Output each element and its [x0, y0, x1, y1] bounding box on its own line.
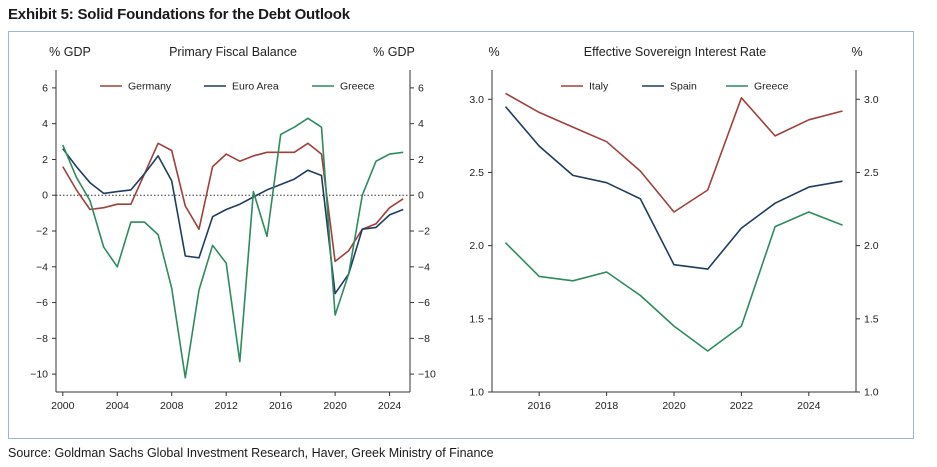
x-tick-label: 2004 — [106, 400, 130, 412]
y-tick-label-right: −2 — [418, 226, 430, 238]
legend-label: Italy — [589, 81, 609, 93]
y-tick-label-right: 4 — [418, 118, 424, 130]
series-line-euro-area — [62, 148, 404, 295]
legend-label: Euro Area — [232, 81, 279, 93]
series-line-italy — [505, 92, 843, 213]
chart-title: Primary Fiscal Balance — [169, 45, 297, 59]
x-tick-label: 2020 — [662, 400, 686, 412]
y-tick-label-right: 2.5 — [864, 167, 879, 179]
legend-label: Greece — [340, 81, 375, 93]
x-tick-label: 2016 — [528, 400, 552, 412]
y-tick-label-right: −8 — [418, 333, 430, 345]
y-unit-left: % — [488, 45, 499, 59]
y-tick-label-left: −10 — [30, 369, 48, 381]
y-tick-label-left: 1.0 — [469, 387, 484, 399]
y-tick-label-right: 2 — [418, 154, 424, 166]
x-tick-label: 2024 — [378, 400, 402, 412]
y-tick-label-right: 1.5 — [864, 313, 879, 325]
y-tick-label-left: 3.0 — [469, 94, 484, 106]
x-tick-label: 2012 — [215, 400, 239, 412]
y-unit-left: % GDP — [49, 45, 91, 59]
x-tick-label: 2008 — [160, 400, 184, 412]
y-tick-label-left: 2.0 — [469, 240, 484, 252]
chart-panel-2: Effective Sovereign Interest Rate% % 3.0 3.… — [469, 45, 878, 412]
y-tick-label-left: −4 — [36, 261, 48, 273]
exhibit-title: Exhibit 5: Solid Foundations for the Deb… — [8, 6, 350, 23]
y-tick-label-left: −6 — [36, 297, 48, 309]
y-tick-label-right: 2.0 — [864, 240, 879, 252]
y-tick-label-left: 6 — [42, 82, 48, 94]
y-tick-label-right: 3.0 — [864, 94, 879, 106]
y-tick-label-right: 6 — [418, 82, 424, 94]
y-tick-label-left: 1.5 — [469, 313, 484, 325]
y-unit-right: % GDP — [373, 45, 415, 59]
legend-label: Spain — [670, 81, 697, 93]
y-tick-label-left: −8 — [36, 333, 48, 345]
x-tick-label: 2016 — [269, 400, 293, 412]
series-line-greece — [504, 211, 843, 352]
y-tick-label-right: −4 — [418, 261, 430, 273]
series-line-greece — [62, 117, 404, 379]
x-tick-label: 2022 — [730, 400, 754, 412]
source-note: Source: Goldman Sachs Global Investment … — [8, 446, 494, 460]
x-tick-label: 2020 — [323, 400, 347, 412]
y-tick-label-left: 0 — [42, 190, 48, 202]
y-tick-label-left: 2.5 — [469, 167, 484, 179]
y-unit-right: % — [851, 45, 862, 59]
x-tick-label: 2018 — [595, 400, 619, 412]
chart-title: Effective Sovereign Interest Rate — [584, 45, 767, 59]
series-line-germany — [62, 142, 404, 263]
y-tick-label-right: 1.0 — [864, 387, 879, 399]
y-tick-label-right: −6 — [418, 297, 430, 309]
series-line-spain — [504, 106, 843, 270]
y-tick-label-left: 2 — [42, 154, 48, 166]
y-tick-label-left: 4 — [42, 118, 48, 130]
y-tick-label-left: −2 — [36, 226, 48, 238]
y-tick-label-right: −10 — [418, 369, 436, 381]
legend-label: Germany — [128, 81, 172, 93]
x-tick-label: 2000 — [51, 400, 75, 412]
legend-label: Greece — [754, 81, 789, 93]
y-tick-label-right: 0 — [418, 190, 424, 202]
x-tick-label: 2024 — [797, 400, 821, 412]
